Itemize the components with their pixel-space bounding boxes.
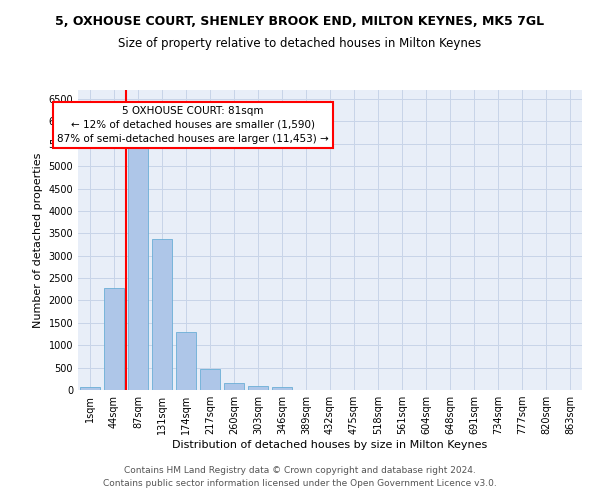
Text: 5 OXHOUSE COURT: 81sqm
← 12% of detached houses are smaller (1,590)
87% of semi-: 5 OXHOUSE COURT: 81sqm ← 12% of detached… (58, 106, 329, 144)
Y-axis label: Number of detached properties: Number of detached properties (33, 152, 43, 328)
Text: Contains HM Land Registry data © Crown copyright and database right 2024.
Contai: Contains HM Land Registry data © Crown c… (103, 466, 497, 487)
Bar (128, 147, 148, 390)
Bar (152, 238, 172, 390)
Bar (248, 386, 268, 390)
Text: Size of property relative to detached houses in Milton Keynes: Size of property relative to detached ho… (118, 38, 482, 51)
X-axis label: Distribution of detached houses by size in Milton Keynes: Distribution of detached houses by size … (172, 440, 488, 450)
Bar (176, 332, 196, 390)
Text: 5, OXHOUSE COURT, SHENLEY BROOK END, MILTON KEYNES, MK5 7GL: 5, OXHOUSE COURT, SHENLEY BROOK END, MIL… (55, 15, 545, 28)
Bar (224, 382, 244, 390)
Bar (272, 387, 292, 390)
Bar (200, 368, 220, 390)
Bar (80, 387, 100, 390)
Bar (104, 288, 124, 390)
